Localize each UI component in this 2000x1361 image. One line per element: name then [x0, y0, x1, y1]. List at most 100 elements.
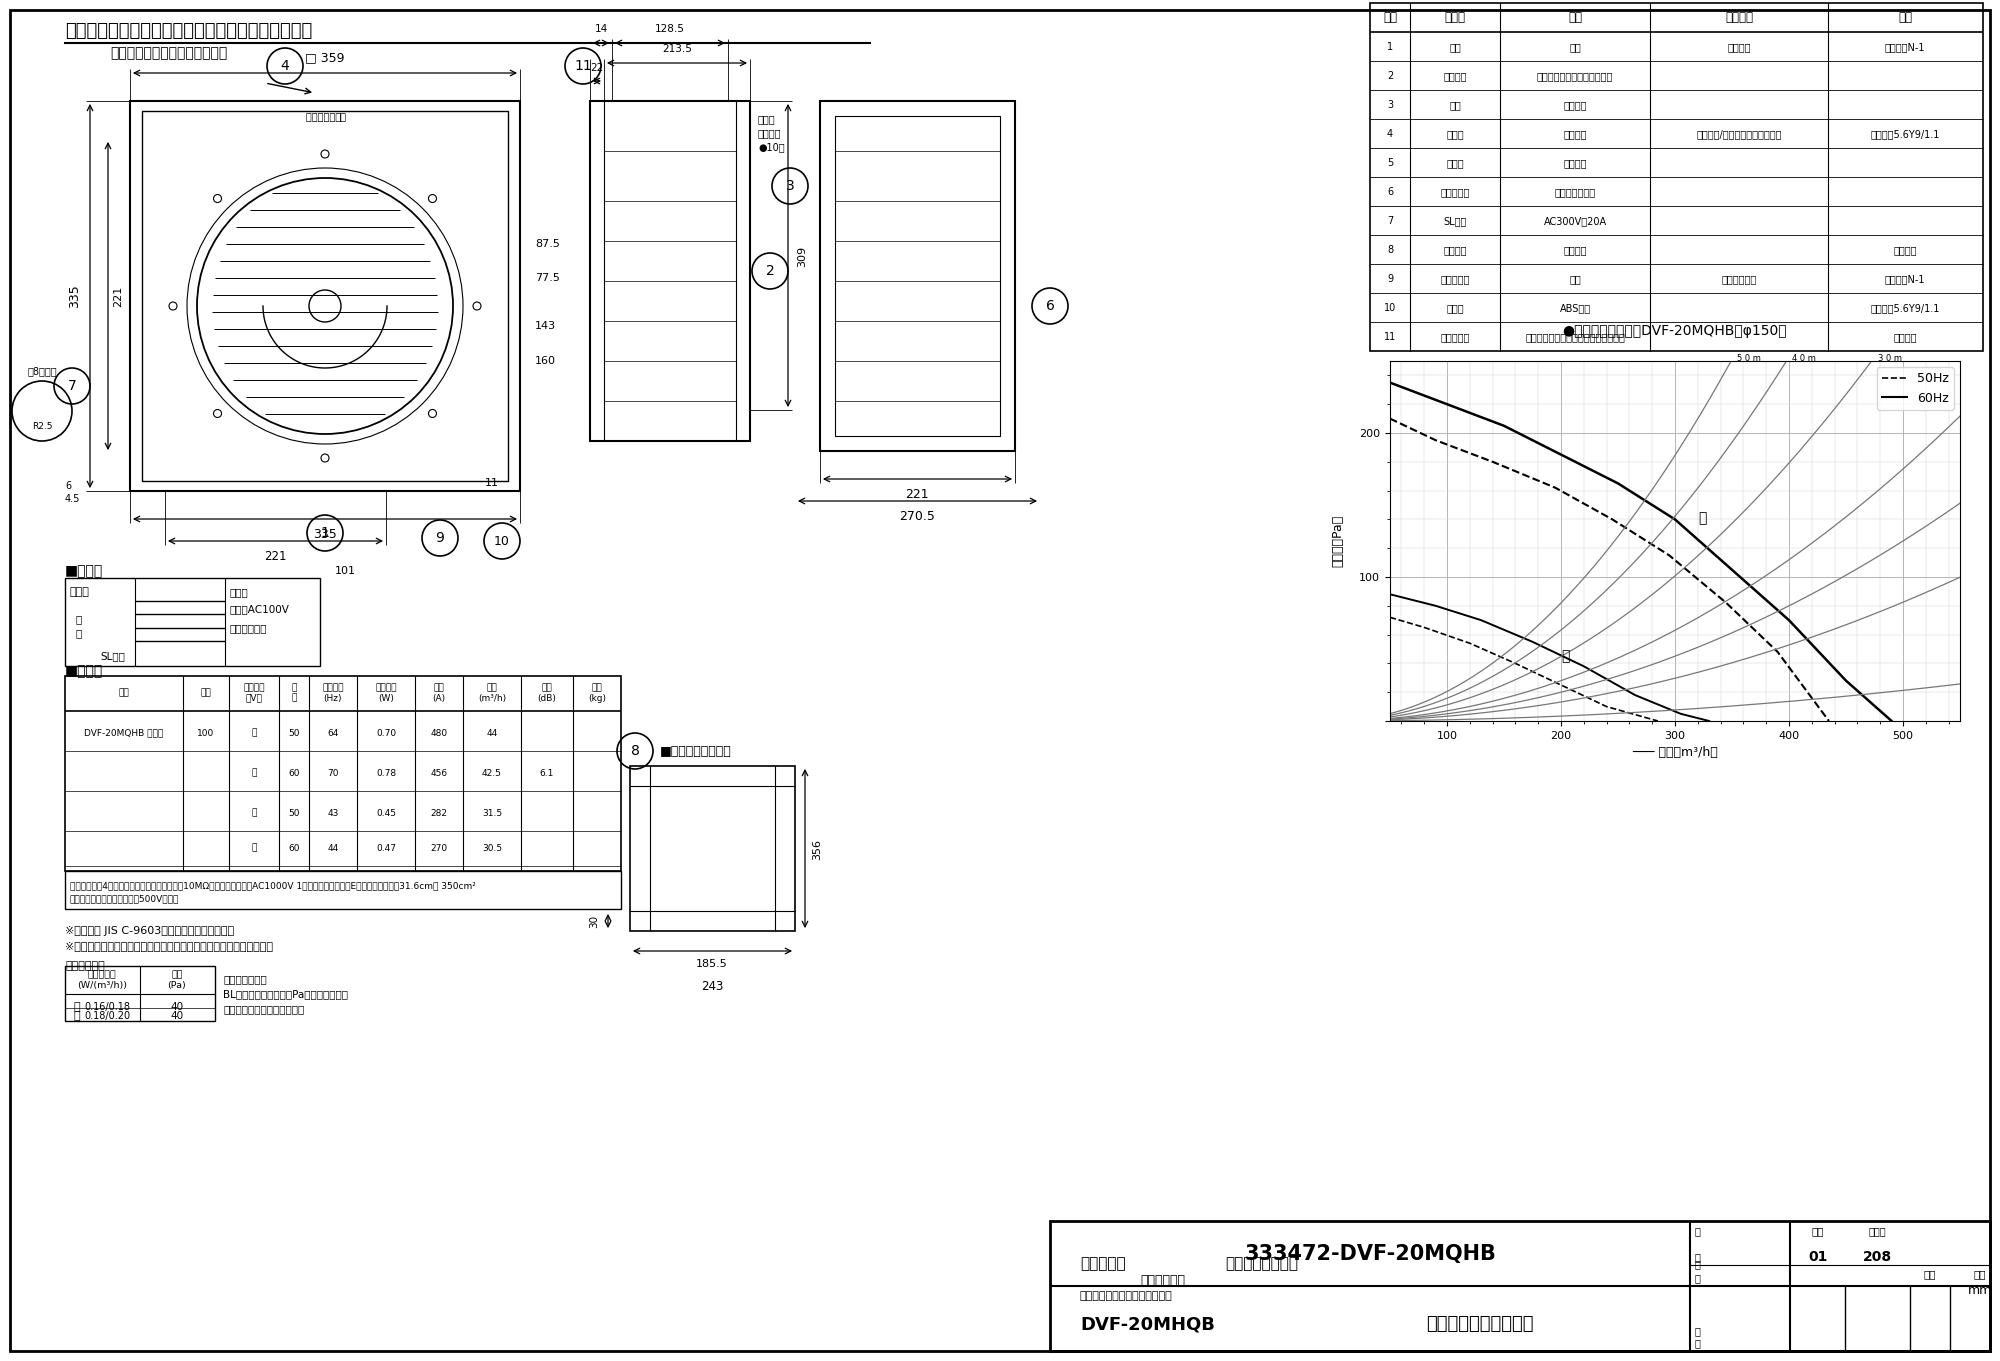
Text: 取付用穴: 取付用穴 — [758, 128, 782, 137]
Text: 外枠: 外枠 — [1450, 42, 1460, 52]
Text: 11: 11 — [1384, 332, 1396, 342]
Text: 1: 1 — [1386, 42, 1394, 52]
Text: マンセルN-1: マンセルN-1 — [1884, 274, 1926, 284]
Text: 480: 480 — [430, 728, 448, 738]
Text: ＴＯＳＨＩＢＡ: ＴＯＳＨＩＢＡ — [304, 112, 346, 122]
Text: 44: 44 — [328, 844, 338, 852]
Text: 強: 強 — [252, 769, 256, 777]
Text: 456: 456 — [430, 769, 448, 777]
Text: 弱: 弱 — [252, 844, 256, 852]
Text: 5: 5 — [1386, 158, 1394, 167]
Text: 騒音
(dB): 騒音 (dB) — [538, 683, 556, 702]
Text: 270: 270 — [430, 844, 448, 852]
Text: 定格周数
(Hz): 定格周数 (Hz) — [322, 683, 344, 702]
Text: 亜鉛鉄板: 亜鉛鉄板 — [1564, 99, 1586, 110]
Text: 221: 221 — [906, 487, 928, 501]
Text: 品番: 品番 — [1384, 11, 1396, 23]
Text: 鋼板: 鋼板 — [1570, 274, 1580, 284]
Text: 10: 10 — [1384, 304, 1396, 313]
Text: 部品名: 部品名 — [1444, 11, 1466, 23]
Text: 電着塗装: 電着塗装 — [1728, 42, 1750, 52]
Text: 0.45: 0.45 — [376, 808, 396, 818]
Text: 4: 4 — [280, 59, 290, 73]
Text: ●10穴: ●10穴 — [758, 142, 784, 152]
Text: 亜鉛鉄板: 亜鉛鉄板 — [1564, 129, 1586, 139]
Text: 6: 6 — [1046, 299, 1054, 313]
Text: 形: 形 — [1696, 1326, 1700, 1337]
Text: マンセルN-1: マンセルN-1 — [1884, 42, 1926, 52]
Text: 77.5: 77.5 — [536, 274, 560, 283]
Text: ●静圧－風量特性（DVF-20MQHB　φ150）: ●静圧－風量特性（DVF-20MQHB φ150） — [1562, 324, 1788, 338]
Text: 0.18/0.20: 0.18/0.20 — [84, 1011, 130, 1021]
Text: 101: 101 — [334, 566, 356, 576]
Text: DVF-20MQHB 天井用: DVF-20MQHB 天井用 — [84, 728, 164, 738]
Text: mm: mm — [1968, 1285, 1992, 1297]
Text: 質量
(kg): 質量 (kg) — [588, 683, 606, 702]
Text: 309: 309 — [796, 245, 808, 267]
Text: 羽根: 羽根 — [1450, 99, 1460, 110]
Text: 尺度: 尺度 — [1924, 1268, 1936, 1279]
Text: 電流
(A): 電流 (A) — [432, 683, 446, 702]
Text: 356: 356 — [812, 838, 822, 860]
Text: 14: 14 — [594, 24, 608, 34]
Text: 128.5: 128.5 — [656, 24, 684, 34]
Text: 221: 221 — [264, 550, 286, 562]
Text: 弱: 弱 — [252, 808, 256, 818]
Text: フィルター: フィルター — [1440, 332, 1470, 342]
Text: ■特性表: ■特性表 — [64, 664, 104, 678]
Text: 〈左排気口〉: 〈左排気口〉 — [1140, 1274, 1184, 1286]
Bar — [1370, 3, 1984, 351]
Bar — [130, 101, 520, 491]
Bar — [836, 116, 1000, 436]
Text: 11: 11 — [484, 478, 500, 489]
Text: 弱: 弱 — [1560, 649, 1570, 664]
Text: シャッター: シャッター — [1440, 186, 1470, 197]
Text: ツマミ: ツマミ — [1446, 304, 1464, 313]
Text: （優良住宅部品「ＢＬ」認定）: （優良住宅部品「ＢＬ」認定） — [1080, 1292, 1172, 1301]
Text: 東芝換気扇: 東芝換気扇 — [1080, 1256, 1126, 1271]
Text: 22: 22 — [590, 63, 604, 73]
Text: 208: 208 — [1862, 1249, 1892, 1264]
Text: 強
弱: 強 弱 — [292, 683, 296, 702]
Text: 形名: 形名 — [118, 689, 130, 697]
Text: 排気口: 排気口 — [1446, 158, 1464, 167]
Text: 43: 43 — [328, 808, 338, 818]
Text: マンセル5.6Y9/1.1: マンセル5.6Y9/1.1 — [1870, 129, 1940, 139]
Text: 0.47: 0.47 — [376, 844, 396, 852]
Text: 2: 2 — [1386, 71, 1394, 82]
Text: 定格電圧
（V）: 定格電圧 （V） — [244, 683, 264, 702]
Text: （比消費電力は: （比消費電力は — [224, 974, 266, 984]
Text: 消費電力
(W): 消費電力 (W) — [376, 683, 396, 702]
Text: ダクト用・大風量: ダクト用・大風量 — [1224, 1256, 1298, 1271]
Text: 44: 44 — [486, 728, 498, 738]
Text: 図: 図 — [1696, 1226, 1700, 1236]
Text: AC300V　20A: AC300V 20A — [1544, 216, 1606, 226]
Text: 材質: 材質 — [1568, 11, 1582, 23]
Text: 31.5: 31.5 — [482, 808, 502, 818]
Text: 図法: 図法 — [1812, 1226, 1824, 1236]
Text: 風量で割ったものである。）: 風量で割ったものである。） — [224, 1004, 304, 1014]
Text: ・比消費電力: ・比消費電力 — [64, 961, 104, 970]
Text: 亜鉛鉄板: 亜鉛鉄板 — [1564, 245, 1586, 255]
Text: アルミ板（エキスバンドメタル）３層: アルミ板（エキスバンドメタル）３層 — [1526, 332, 1624, 342]
Text: 160: 160 — [536, 357, 556, 366]
Text: 143: 143 — [536, 321, 556, 331]
Text: 番: 番 — [1696, 1252, 1700, 1262]
Text: SL端子: SL端子 — [1444, 216, 1466, 226]
Text: 名: 名 — [1696, 1338, 1700, 1347]
Text: 鋼板: 鋼板 — [1570, 42, 1580, 52]
Text: 名: 名 — [1696, 1273, 1700, 1283]
Text: 4.5: 4.5 — [64, 494, 80, 504]
Text: 8: 8 — [630, 744, 640, 758]
Text: 化粧枠: 化粧枠 — [1446, 129, 1464, 139]
Text: 3: 3 — [1386, 99, 1394, 110]
Text: 5 0 m: 5 0 m — [1736, 354, 1760, 363]
Text: 風量
(m³/h): 風量 (m³/h) — [478, 683, 506, 702]
Text: 1: 1 — [320, 525, 330, 540]
Text: 335: 335 — [68, 284, 82, 308]
Text: （付属）: （付属） — [1894, 332, 1916, 342]
Text: 弱: 弱 — [76, 627, 82, 638]
Bar — [64, 871, 620, 909]
Text: 50: 50 — [288, 728, 300, 738]
Text: 電源盤: 電源盤 — [230, 587, 248, 597]
